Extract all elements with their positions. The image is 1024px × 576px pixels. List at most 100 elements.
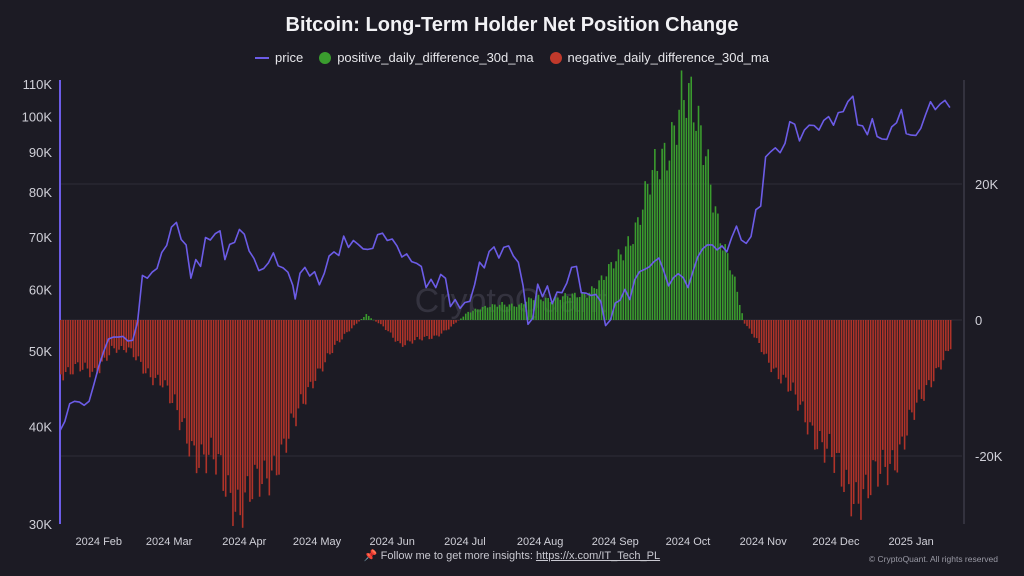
positive-bar (639, 224, 642, 320)
negative-bar (343, 320, 346, 334)
x-tick-label: 2024 Jul (444, 536, 486, 548)
negative-bar (947, 320, 950, 352)
positive-bar (535, 296, 537, 320)
negative-bar (937, 320, 940, 368)
positive-bar (508, 304, 511, 320)
negative-bar (889, 320, 891, 464)
negative-bar (838, 320, 840, 453)
negative-bar (266, 320, 268, 479)
positive-bar (741, 313, 743, 320)
negative-bar (62, 320, 65, 381)
negative-bar (302, 320, 305, 404)
negative-bar (67, 320, 69, 368)
positive-bar (506, 306, 508, 320)
negative-bar (794, 320, 797, 395)
negative-bar (911, 320, 913, 413)
positive-bar (501, 301, 503, 320)
positive-bar (569, 297, 571, 320)
negative-bar (426, 320, 428, 337)
negative-bar (932, 320, 935, 382)
negative-bar (98, 320, 101, 374)
positive-bar (721, 250, 724, 320)
negative-bar (79, 320, 81, 372)
positive-bar (709, 184, 712, 320)
negative-bar (874, 320, 877, 462)
negative-bar (809, 320, 811, 423)
negative-bar (152, 320, 154, 386)
negative-bar (147, 320, 149, 369)
negative-bar (377, 320, 380, 324)
positive-bar (503, 304, 506, 320)
positive-bar (736, 291, 739, 320)
negative-bar (799, 320, 802, 405)
negative-bar (758, 320, 760, 344)
negative-bar (770, 320, 773, 373)
price-line-marker (255, 56, 270, 59)
negative-bar (392, 320, 394, 338)
left-tick-label: 60K (29, 282, 52, 297)
negative-bar (387, 320, 389, 332)
negative-bar (777, 320, 780, 380)
positive-bar (724, 244, 726, 320)
negative-bar (423, 320, 426, 337)
negative-bar (314, 320, 317, 381)
negative-bar (69, 320, 72, 375)
negative-bar (406, 320, 409, 341)
negative-bar (317, 320, 319, 369)
positive-bar (460, 318, 462, 320)
positive-bar (729, 270, 731, 320)
negative-bar (350, 320, 353, 329)
legend-label-negative: negative_daily_difference_30d_ma (567, 50, 769, 65)
negative-bar (447, 320, 450, 330)
x-tick-label: 2024 Feb (76, 536, 122, 548)
positive-bar (646, 183, 649, 320)
positive-bar (649, 194, 651, 320)
positive-bar (518, 304, 520, 320)
positive-bar (511, 303, 513, 320)
positive-bar (566, 296, 569, 320)
positive-bar (702, 165, 705, 320)
negative-bar (135, 320, 137, 361)
negative-bar (384, 320, 387, 330)
negative-bar (440, 320, 443, 334)
negative-bar (295, 320, 297, 427)
footer-link[interactable]: https://x.com/IT_Tech_PL (535, 550, 661, 562)
footer-text: Follow me to get more insights: (380, 550, 536, 562)
positive-bar (530, 298, 532, 320)
legend-item-price[interactable]: price (255, 50, 303, 65)
negative-bar (826, 320, 828, 449)
positive-bar (554, 296, 557, 320)
negative-bar (263, 320, 266, 461)
positive-bar (731, 274, 734, 320)
left-tick-label: 90K (29, 145, 52, 160)
negative-bar (894, 320, 896, 471)
positive-bar (717, 213, 719, 320)
positive-bar (552, 301, 554, 320)
x-tick-label: 2024 May (293, 536, 342, 548)
positive-bar (549, 301, 552, 320)
left-tick-label: 70K (29, 230, 52, 245)
negative-bar (321, 320, 324, 372)
negative-bar (792, 320, 794, 383)
negative-bar (76, 320, 79, 363)
negative-bar (828, 320, 831, 434)
positive-bar (593, 288, 596, 320)
negative-bar (949, 320, 952, 350)
legend-item-positive[interactable]: positive_daily_difference_30d_ma (319, 50, 534, 65)
legend-item-negative[interactable]: negative_daily_difference_30d_ma (549, 50, 769, 65)
negative-bar (86, 320, 89, 369)
left-tick-label: 50K (29, 344, 52, 359)
negative-bar (186, 320, 188, 444)
negative-bar (324, 320, 326, 363)
positive-bar (591, 286, 593, 320)
positive-bar (605, 276, 608, 320)
chart-title: Bitcoin: Long-Term Holder Net Position C… (285, 14, 739, 36)
positive-bar (668, 160, 671, 320)
negative-bar (865, 320, 867, 475)
negative-bar (118, 320, 120, 350)
negative-bar (906, 320, 908, 436)
positive-bar (544, 297, 547, 320)
positive-bar (622, 260, 625, 320)
negative-bar (881, 320, 884, 450)
positive-bar (583, 293, 586, 320)
